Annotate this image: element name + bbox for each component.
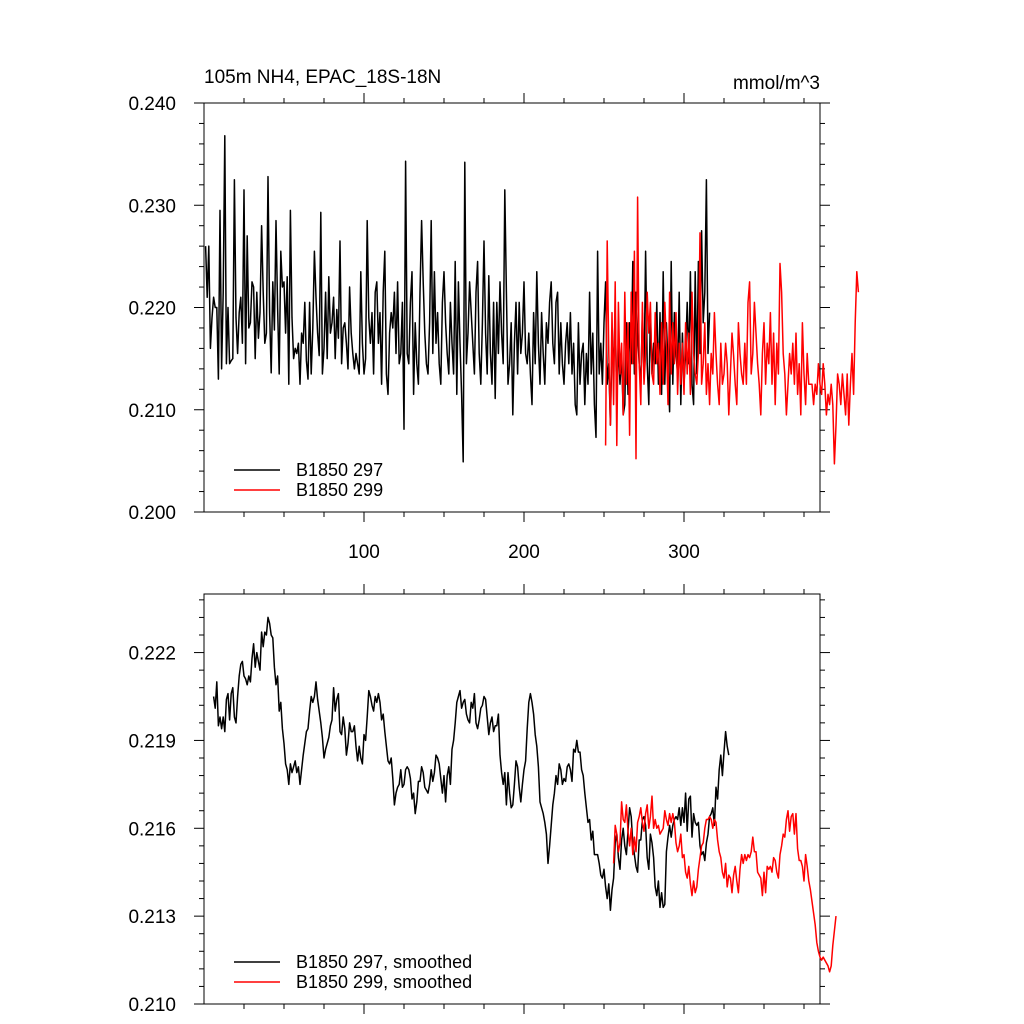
x-tick-label: 200 bbox=[508, 542, 540, 563]
units-label: mmol/m^3 bbox=[733, 73, 820, 94]
bottom-panel-chart: 0.210 0.213 0.216 0.219 0.222 B1850 297, smoo… bbox=[128, 584, 837, 1016]
legend-entry: B1850 299, smoothed bbox=[296, 972, 472, 992]
x-tick-label: 100 bbox=[348, 542, 380, 563]
y-tick-label: 0.210 bbox=[128, 995, 176, 1016]
y-tick-label: 0.240 bbox=[128, 94, 176, 115]
x-tick-label: 300 bbox=[668, 542, 700, 563]
y-tick-label: 0.216 bbox=[128, 819, 176, 840]
chart-title: 105m NH4, EPAC_18S-18N bbox=[204, 67, 441, 88]
legend-entry: B1850 297 bbox=[296, 460, 383, 480]
y-tick-label: 0.213 bbox=[128, 907, 176, 928]
series-line-b1850-299 bbox=[612, 795, 837, 973]
y-tick-label: 0.230 bbox=[128, 196, 176, 217]
y-tick-label: 0.210 bbox=[128, 401, 176, 422]
top-panel-chart: 100 200 300 0.200 0.210 0.220 0.230 0.240 105m N… bbox=[128, 67, 860, 563]
y-tick-label: 0.200 bbox=[128, 503, 176, 524]
plot-frame bbox=[203, 593, 821, 1005]
legend-entry: B1850 297, smoothed bbox=[296, 952, 472, 972]
series-line-b1850-297 bbox=[212, 616, 730, 912]
y-tick-label: 0.219 bbox=[128, 731, 176, 752]
series-line-b1850-299 bbox=[604, 196, 860, 465]
y-tick-label: 0.220 bbox=[128, 299, 176, 320]
plot-frame bbox=[203, 102, 821, 513]
legend-entry: B1850 299 bbox=[296, 480, 383, 500]
y-tick-label: 0.222 bbox=[128, 644, 176, 665]
